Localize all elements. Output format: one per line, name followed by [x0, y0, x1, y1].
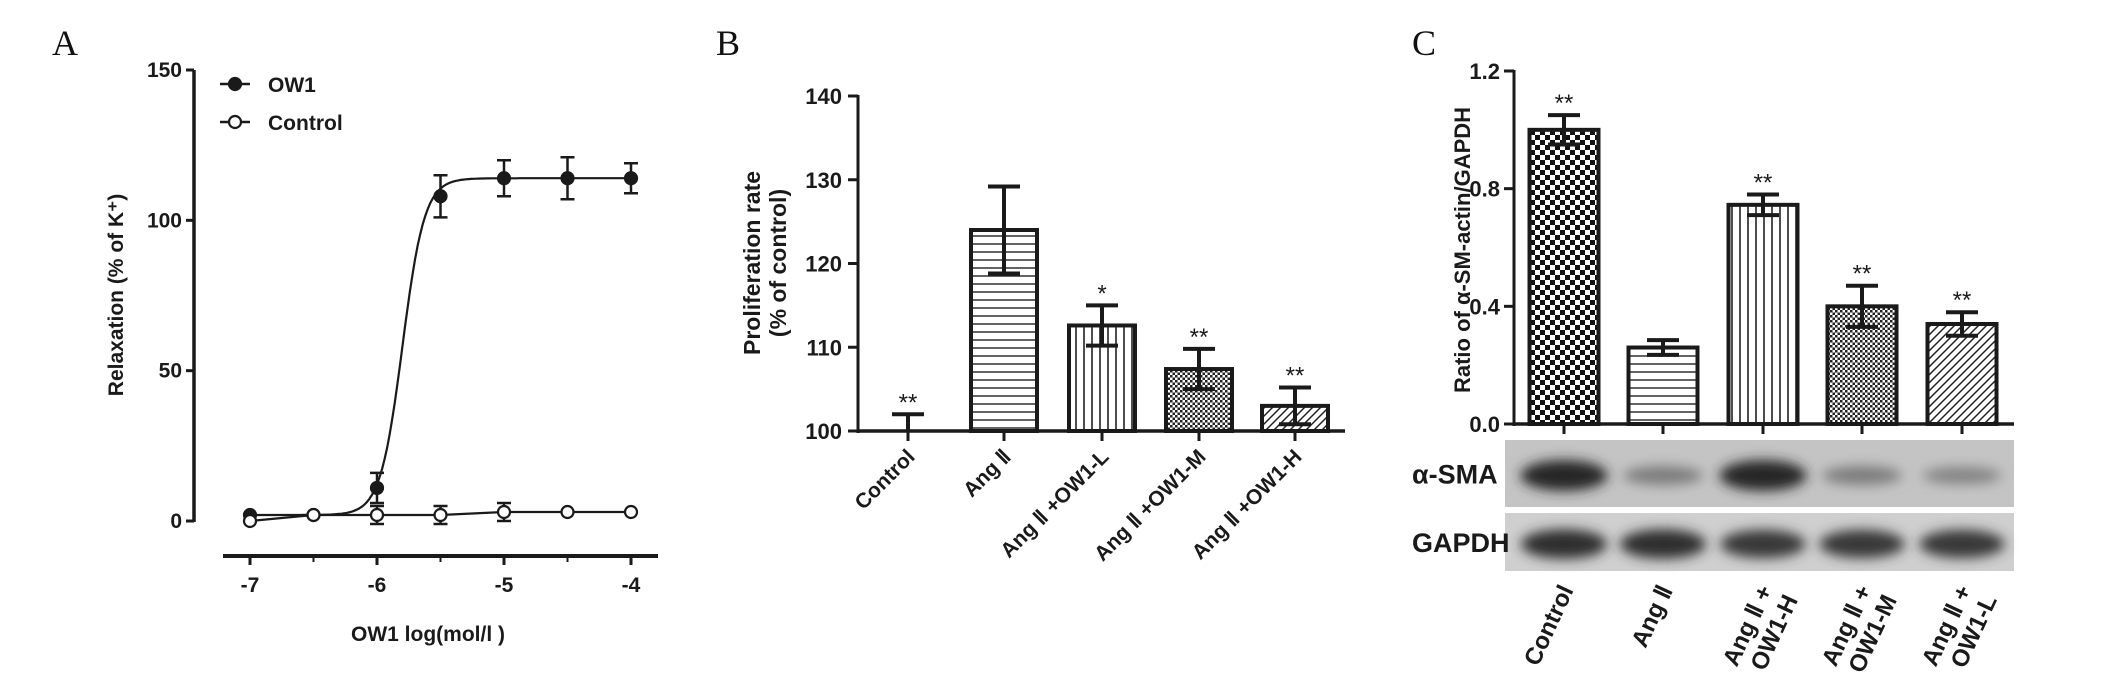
x-tick-label: Ang Ⅱ — [959, 445, 1016, 502]
error-bar — [1647, 338, 1679, 357]
x-tick-label: Ang Ⅱ +OW1-M — [1817, 579, 1903, 681]
error-bar — [1279, 385, 1311, 427]
blot-band — [1720, 529, 1806, 559]
ow1-point — [433, 189, 448, 204]
x-tick-label: Ang Ⅱ +OW1-H — [1718, 579, 1804, 681]
x-tick-label: -4 — [622, 574, 641, 597]
significance-marker: * — [1097, 280, 1106, 307]
panel-label-a: A — [52, 23, 78, 63]
x-tick-label: Ang Ⅱ — [1626, 581, 1678, 651]
y-axis-label: Proliferation rate — [739, 171, 765, 355]
y-tick-label: 130 — [805, 168, 842, 193]
bar — [1726, 202, 1800, 426]
y-tick-label: 150 — [147, 59, 182, 82]
y-tick-label: 100 — [147, 209, 182, 232]
y-axis-label: Ratio of α-SM-actin/GAPDH — [1450, 107, 1475, 393]
x-tick-label: -7 — [241, 574, 260, 597]
significance-marker: ** — [1555, 90, 1574, 117]
significance-marker: ** — [1286, 362, 1305, 389]
error-bar — [1846, 283, 1878, 329]
blot-band — [1919, 529, 2005, 559]
y-tick-label: 0.4 — [1469, 294, 1500, 319]
control-point — [496, 504, 512, 520]
y-axis-label: Relaxation (% of K⁺) — [105, 194, 128, 396]
blot-band — [1520, 460, 1608, 491]
blot-row-label: α-SMA — [1412, 460, 1498, 490]
bar — [1925, 321, 1999, 427]
x-tick-label: Ang Ⅱ +OW1-L — [1917, 579, 2003, 681]
error-bar — [1548, 113, 1580, 147]
significance-marker: ** — [1190, 324, 1209, 351]
x-axis-label: OW1 log(mol/l ) — [351, 623, 505, 646]
error-bar — [1747, 192, 1779, 218]
blot-row-label: GAPDH — [1412, 528, 1510, 558]
error-bar — [1946, 310, 1978, 338]
relaxation-chart: 0 50 100 150 -7 -6 -5 -4 OW1 log(mol/l ) Relaxati… — [105, 59, 658, 646]
ow1-point — [496, 171, 512, 186]
y-tick-label: 140 — [805, 84, 842, 109]
blot-band — [1623, 466, 1703, 485]
ow1-point — [560, 171, 575, 186]
control-point — [242, 513, 258, 529]
control-point — [369, 507, 385, 523]
western-blot-gapdh — [1505, 513, 2014, 571]
legend-marker — [227, 114, 243, 130]
x-tick-label: -5 — [495, 574, 514, 597]
y-axis-label: (% of control) — [765, 189, 791, 337]
legend-label: Control — [268, 112, 343, 135]
y-tick-label: 1.2 — [1469, 59, 1500, 84]
legend-label: OW1 — [268, 74, 316, 97]
y-tick-label: 120 — [805, 252, 842, 277]
ow1-point — [623, 171, 639, 186]
error-bar — [1086, 303, 1118, 348]
ow1-fit-curve — [250, 177, 629, 517]
legend-marker — [227, 76, 243, 92]
blot-band — [1619, 529, 1707, 559]
bar — [1527, 127, 1601, 426]
y-tick-label: 50 — [159, 360, 182, 383]
significance-marker: ** — [1853, 261, 1872, 288]
error-bar — [1183, 346, 1215, 392]
control-point — [433, 507, 448, 523]
panel-label-b: B — [716, 23, 740, 63]
y-tick-label: 0.0 — [1469, 412, 1500, 437]
y-tick-label: 110 — [807, 335, 843, 360]
y-tick-label: 0 — [170, 510, 182, 533]
bar — [1626, 345, 1700, 426]
blot-band — [1819, 529, 1905, 559]
sma-ratio-chart: 0.0 0.4 0.8 1.2 ** ** ** ** Ratio of α-SM-actin/… — [1412, 59, 2014, 681]
control-point — [623, 504, 639, 520]
error-bar — [892, 412, 924, 431]
ow1-point — [369, 480, 385, 496]
panel-label-c: C — [1412, 23, 1436, 63]
x-tick-label-line: Control — [1519, 581, 1580, 670]
control-point — [306, 507, 321, 523]
control-point — [560, 504, 575, 520]
blot-band — [1822, 466, 1902, 485]
y-tick-label: 100 — [805, 419, 842, 444]
x-tick-label: Control — [850, 445, 919, 514]
x-tick-label: Control — [1519, 581, 1580, 670]
x-tick-label: -6 — [368, 574, 387, 597]
significance-marker: ** — [899, 389, 918, 416]
significance-marker: ** — [1754, 170, 1773, 197]
significance-marker: ** — [1953, 287, 1972, 314]
blot-band — [1719, 460, 1807, 491]
western-blot-sma — [1505, 440, 2014, 507]
blot-band — [1520, 529, 1608, 559]
y-tick-label: 0.8 — [1469, 177, 1500, 202]
x-tick-label-line: Ang Ⅱ — [1626, 581, 1678, 651]
blot-band — [1922, 466, 2002, 485]
error-bar — [988, 184, 1020, 276]
